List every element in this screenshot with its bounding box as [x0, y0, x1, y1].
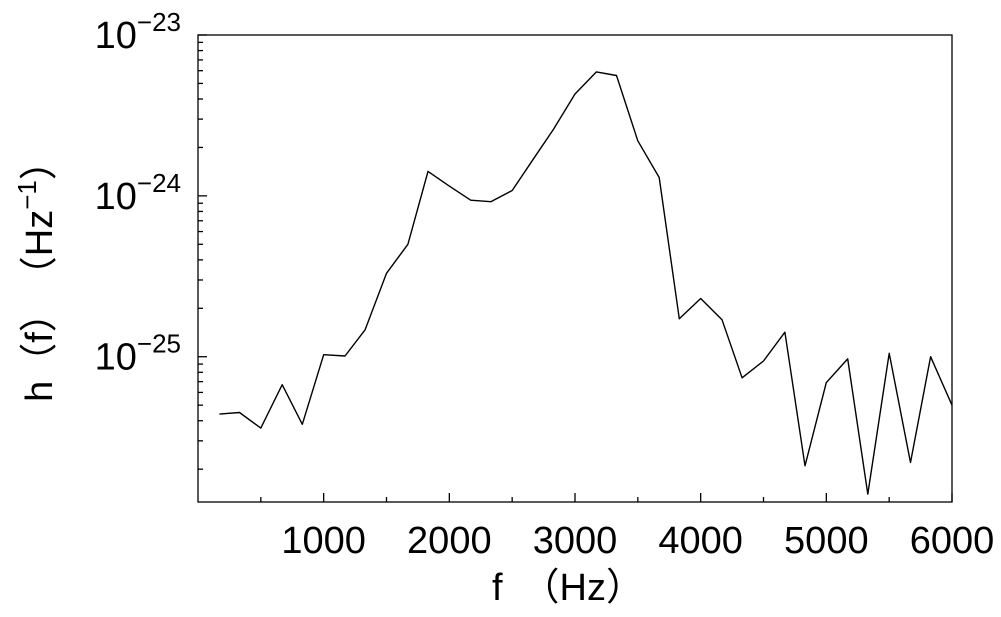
y-tick-label: 10−24 — [95, 168, 181, 218]
y-axis-title-close: ） — [19, 142, 61, 180]
x-tick-label: 1000 — [281, 520, 366, 562]
y-tick-exponent: −25 — [137, 329, 181, 359]
y-tick-exponent: −23 — [137, 7, 181, 37]
y-tick-exponent: −24 — [137, 168, 181, 198]
y-tick-base: 10 — [95, 15, 137, 57]
x-axis-title: f （Hz） — [492, 567, 644, 609]
x-ticks: 1000 2000 3000 4000 5000 6000 — [260, 493, 995, 562]
plot-frame — [197, 34, 953, 503]
y-tick-label: 10−23 — [95, 7, 181, 57]
y-tick-base: 10 — [95, 176, 137, 218]
x-tick-label: 6000 — [910, 520, 995, 562]
x-tick-label: 5000 — [784, 520, 869, 562]
y-axis-title-main: h（f） （Hz — [19, 210, 61, 402]
series-group — [219, 71, 953, 495]
series-line — [219, 71, 953, 495]
x-tick-label: 2000 — [407, 520, 492, 562]
y-axis-title-exponent: −1 — [12, 180, 42, 210]
x-tick-label: 4000 — [658, 520, 743, 562]
y-axis-title: h（f） （Hz−1） — [12, 142, 61, 402]
y-tick-base: 10 — [95, 337, 137, 379]
y-tick-label: 10−25 — [95, 329, 181, 379]
x-tick-label: 3000 — [533, 520, 618, 562]
